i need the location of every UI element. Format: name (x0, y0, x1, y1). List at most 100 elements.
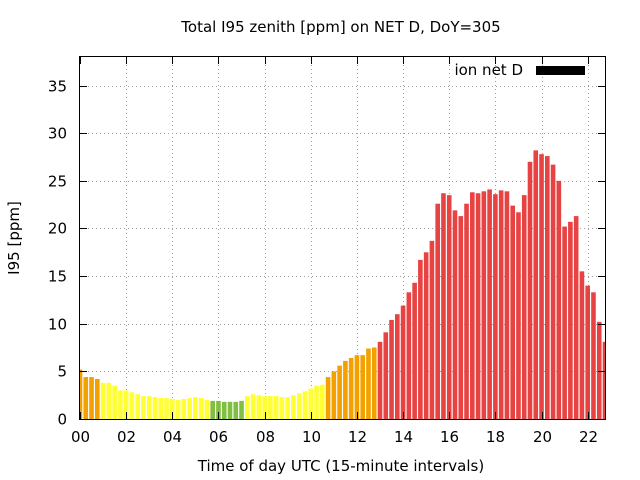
bar (256, 395, 262, 419)
bar (164, 398, 169, 419)
bar (371, 347, 377, 419)
y-axis-label: I95 [ppm] (5, 201, 23, 275)
bar (579, 271, 585, 419)
bar (175, 399, 181, 419)
y-tick-label: 10 (48, 316, 67, 334)
bar (181, 398, 187, 419)
bar (591, 292, 596, 419)
bar (493, 194, 498, 419)
bar (585, 285, 590, 419)
x-tick-label: 04 (163, 428, 182, 446)
bar (308, 388, 314, 419)
bar (389, 319, 394, 419)
bar (406, 292, 412, 419)
bar (210, 400, 215, 419)
bar (233, 401, 239, 419)
y-tick-label: 35 (48, 78, 67, 96)
bar (250, 394, 256, 419)
bar (596, 321, 602, 419)
bar (545, 156, 550, 420)
bar (602, 341, 605, 419)
bar (216, 400, 221, 419)
bar (429, 240, 435, 419)
bar (568, 221, 573, 419)
x-tick-label: 02 (117, 428, 136, 446)
x-tick-label: 06 (209, 428, 228, 446)
bar (135, 394, 140, 419)
bar (354, 355, 360, 419)
bar (273, 396, 279, 419)
x-tick-label: 16 (440, 428, 459, 446)
bar (516, 212, 521, 419)
bar (320, 384, 325, 419)
y-tick-label: 15 (48, 268, 67, 286)
bar (510, 205, 515, 419)
y-tick-label: 25 (48, 173, 67, 191)
x-tick-label: 12 (348, 428, 367, 446)
bar (331, 371, 337, 419)
bar (412, 282, 417, 419)
bar (314, 385, 319, 419)
x-tick-label: 00 (71, 428, 90, 446)
bar (325, 377, 331, 419)
x-tick-label: 22 (579, 428, 598, 446)
bar (302, 391, 308, 419)
bar (360, 355, 365, 419)
bar (296, 393, 302, 419)
plot-frame (79, 56, 606, 420)
bar (100, 382, 106, 419)
x-tick-label: 20 (533, 428, 552, 446)
bar (487, 189, 492, 419)
x-tick-label: 14 (394, 428, 413, 446)
bar (285, 397, 290, 419)
bar (418, 259, 423, 419)
bar (146, 396, 152, 419)
bar (452, 210, 458, 419)
bar (539, 154, 544, 419)
bar (158, 398, 164, 419)
bar (366, 348, 371, 419)
bar (291, 395, 296, 419)
bar (343, 360, 348, 419)
bar (187, 398, 192, 419)
bar (521, 195, 527, 419)
bar (221, 401, 227, 419)
bar (446, 195, 452, 419)
bar (498, 190, 504, 419)
bar (383, 332, 389, 419)
bar (441, 193, 446, 419)
bar (481, 191, 487, 419)
bar (80, 369, 83, 419)
x-tick-label: 08 (256, 428, 275, 446)
bar (112, 385, 117, 419)
bar (435, 203, 440, 419)
bar (129, 392, 135, 419)
bar (464, 203, 469, 419)
bar (89, 377, 94, 419)
bar (550, 164, 556, 419)
x-axis-label: Time of day UTC (15-minute intervals) (197, 457, 484, 475)
bar (562, 226, 567, 419)
bar (245, 396, 250, 419)
bar (533, 150, 539, 419)
y-tick-label: 5 (57, 363, 67, 381)
bar (193, 397, 198, 419)
bar (118, 390, 123, 419)
bar (337, 365, 342, 419)
bar (262, 396, 267, 419)
axes: 0 5 10 15 20 25 30 35 00 02 04 06 08 10 12 14 16 18 20 22 (48, 57, 605, 446)
x-tick-label: 18 (486, 428, 505, 446)
bar (239, 400, 244, 419)
bar (152, 397, 158, 419)
bar (527, 161, 533, 419)
x-tick-label: 10 (302, 428, 321, 446)
bar (106, 382, 112, 419)
bar (141, 396, 146, 419)
y-tick-label: 30 (48, 125, 67, 143)
bar (556, 180, 562, 419)
legend: ion net D (454, 61, 585, 79)
bar (504, 191, 510, 419)
bar (227, 401, 233, 419)
bar (204, 399, 210, 419)
bar (458, 216, 464, 419)
